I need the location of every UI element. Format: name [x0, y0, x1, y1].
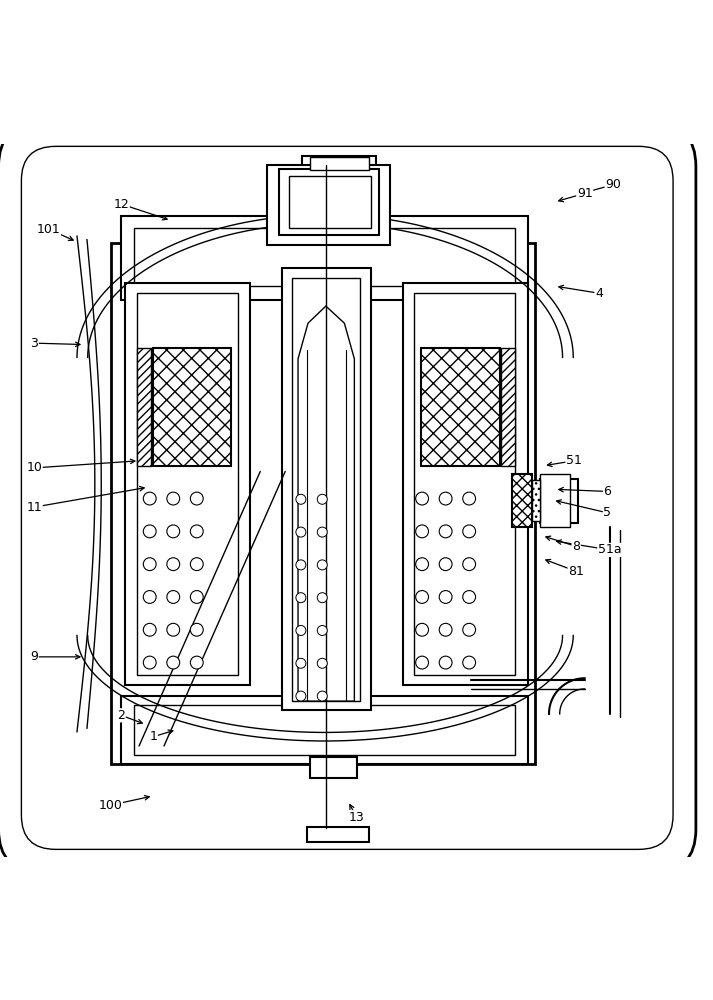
- Bar: [121, 216, 528, 300]
- Bar: [292, 278, 360, 701]
- Circle shape: [296, 691, 306, 701]
- FancyBboxPatch shape: [0, 124, 696, 872]
- Circle shape: [167, 492, 180, 505]
- Circle shape: [317, 560, 327, 570]
- Circle shape: [463, 558, 476, 571]
- Bar: [282, 268, 371, 710]
- Circle shape: [416, 591, 429, 603]
- Bar: [153, 348, 231, 466]
- Circle shape: [143, 591, 156, 603]
- Circle shape: [167, 591, 180, 603]
- Text: 3: 3: [30, 337, 39, 350]
- Circle shape: [167, 656, 180, 669]
- Bar: [403, 283, 528, 685]
- Circle shape: [317, 494, 327, 504]
- Circle shape: [416, 623, 429, 636]
- Bar: [421, 348, 500, 466]
- Text: 13: 13: [349, 811, 364, 824]
- Circle shape: [463, 492, 476, 505]
- Bar: [310, 757, 356, 778]
- Bar: [121, 696, 528, 764]
- Circle shape: [439, 656, 452, 669]
- Text: 8: 8: [572, 540, 580, 553]
- Bar: [125, 283, 250, 685]
- Circle shape: [439, 623, 452, 636]
- Bar: [512, 474, 532, 527]
- Circle shape: [416, 558, 429, 571]
- Bar: [279, 169, 379, 235]
- Circle shape: [317, 691, 327, 701]
- Circle shape: [190, 623, 203, 636]
- Circle shape: [190, 591, 203, 603]
- Circle shape: [143, 623, 156, 636]
- Circle shape: [296, 658, 306, 668]
- Circle shape: [317, 625, 327, 635]
- Bar: [540, 479, 578, 523]
- Circle shape: [439, 591, 452, 603]
- Text: 51: 51: [566, 454, 582, 467]
- Bar: [134, 228, 515, 286]
- Circle shape: [463, 656, 476, 669]
- Text: 100: 100: [98, 799, 123, 812]
- Text: 4: 4: [595, 287, 603, 300]
- Polygon shape: [298, 306, 354, 701]
- Bar: [267, 165, 390, 245]
- Circle shape: [143, 558, 156, 571]
- Circle shape: [167, 525, 180, 538]
- Text: 81: 81: [568, 565, 584, 578]
- Circle shape: [190, 525, 203, 538]
- Circle shape: [463, 623, 476, 636]
- Bar: [289, 176, 371, 228]
- Text: 12: 12: [113, 198, 129, 211]
- Bar: [137, 348, 151, 466]
- Circle shape: [439, 558, 452, 571]
- Text: 5: 5: [603, 506, 612, 519]
- Text: 9: 9: [30, 650, 39, 663]
- Text: 91: 91: [577, 187, 593, 200]
- Circle shape: [439, 492, 452, 505]
- Text: 101: 101: [36, 223, 61, 236]
- Text: 2: 2: [117, 709, 125, 722]
- Circle shape: [463, 525, 476, 538]
- Bar: [111, 243, 535, 764]
- Circle shape: [317, 527, 327, 537]
- Text: 10: 10: [26, 461, 42, 474]
- Text: 51a: 51a: [597, 543, 622, 556]
- Circle shape: [190, 656, 203, 669]
- Circle shape: [463, 591, 476, 603]
- Circle shape: [317, 593, 327, 603]
- Bar: [532, 480, 540, 521]
- Circle shape: [296, 625, 306, 635]
- Circle shape: [296, 527, 306, 537]
- Circle shape: [296, 560, 306, 570]
- Circle shape: [296, 494, 306, 504]
- Bar: [501, 348, 515, 466]
- Circle shape: [296, 593, 306, 603]
- Bar: [302, 156, 376, 177]
- Text: 6: 6: [603, 485, 612, 498]
- Circle shape: [439, 525, 452, 538]
- Circle shape: [167, 558, 180, 571]
- Circle shape: [416, 525, 429, 538]
- Bar: [307, 827, 369, 842]
- Circle shape: [317, 658, 327, 668]
- Text: 11: 11: [26, 501, 42, 514]
- Circle shape: [143, 656, 156, 669]
- Circle shape: [143, 492, 156, 505]
- Bar: [310, 157, 369, 170]
- FancyBboxPatch shape: [21, 146, 673, 849]
- Bar: [540, 474, 570, 527]
- Bar: [137, 293, 238, 675]
- Bar: [134, 705, 515, 755]
- Circle shape: [143, 525, 156, 538]
- Text: 90: 90: [605, 178, 621, 191]
- Circle shape: [190, 492, 203, 505]
- Text: 1: 1: [149, 730, 158, 743]
- Bar: [414, 293, 515, 675]
- Circle shape: [416, 492, 429, 505]
- Circle shape: [416, 656, 429, 669]
- Circle shape: [190, 558, 203, 571]
- Circle shape: [167, 623, 180, 636]
